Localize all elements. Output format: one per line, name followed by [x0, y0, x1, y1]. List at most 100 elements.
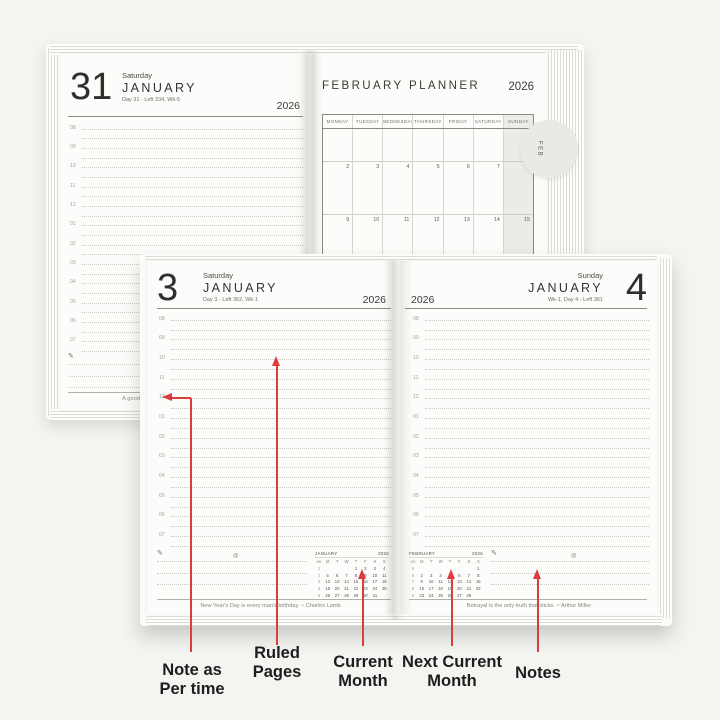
week-number: 4: [317, 586, 321, 592]
calendar-day: 27: [334, 592, 340, 598]
planner-day-cell: 10: [353, 215, 384, 267]
day-of-week-label: T: [335, 559, 339, 564]
ruled-line: [425, 517, 649, 528]
day-of-week-label: S: [373, 559, 377, 564]
calendar-day: 28: [344, 592, 349, 598]
week-column-label: wk: [316, 559, 322, 564]
hour-label: 10: [70, 163, 76, 170]
calendar-day: [436, 566, 445, 571]
notes-line: [491, 584, 649, 585]
planner-day-header: TUESDAY: [353, 115, 384, 128]
calendar-day: 24: [428, 592, 434, 598]
mini-calendar-month: JANUARY: [315, 551, 338, 556]
hour-label: 09: [159, 335, 165, 342]
weekday-label: Sunday: [577, 271, 603, 280]
calendar-day: 23: [419, 592, 425, 598]
ruled-line: [82, 130, 303, 140]
planner-day-cell: 7: [474, 162, 504, 214]
calendar-day: 20: [457, 586, 462, 592]
page-footer: FEBRUARY 2026 wk M T W T F S S 5 1 6 2 3 4 5 6 7 8 7 9 10 11 12 1…: [409, 550, 649, 598]
calendar-day: 13: [457, 579, 462, 585]
ruled-line: 07: [159, 527, 391, 538]
callout-line: Notes: [515, 664, 561, 682]
planner-day-cell: 11: [383, 215, 414, 267]
calendar-day: 15: [353, 579, 359, 585]
planner-date: 5: [436, 164, 440, 170]
ruled-lines: 08 09 10 11 12 01 02 03 04 05 06 07: [159, 311, 391, 547]
hour-label: 07: [413, 532, 419, 539]
week-number: 5: [317, 592, 321, 598]
ruled-line: 08: [413, 311, 649, 322]
calendar-day: 15: [475, 579, 481, 585]
header-rule: [157, 308, 391, 309]
calendar-day: 16: [363, 579, 368, 585]
planner-day-cell: [323, 129, 354, 161]
mini-calendar-header: JANUARY 2026: [315, 551, 389, 558]
calendar-day: 11: [438, 579, 443, 585]
hour-label: 01: [413, 414, 419, 421]
ruled-line: [425, 458, 649, 469]
week-number: 2: [317, 572, 321, 578]
month-tab: FEB: [520, 120, 578, 178]
front-spread: 3 Saturday JANUARY Day 3 - Left 362, Wk-…: [140, 254, 672, 626]
ruled-line: [425, 340, 649, 351]
annotation-line-ruled-pages: [276, 365, 278, 645]
calendar-day: 27: [457, 592, 462, 598]
day-of-week-label: T: [429, 559, 433, 564]
calendar-day: 7: [345, 572, 348, 578]
calendar-day: 12: [447, 579, 453, 585]
hour-label: 08: [70, 124, 76, 131]
ruled-line: 01: [159, 409, 391, 420]
planner-day-cell: 2: [323, 162, 354, 214]
calendar-day: 1: [354, 565, 358, 571]
mini-calendar-grid: wk M T W T F S S 5 1 6 2 3 4 5 6 7 8 7 9 10 11 12 13 14 15 8 16 17 18…: [409, 559, 483, 598]
calendar-day: 30: [363, 592, 368, 598]
hour-label: 06: [70, 318, 76, 325]
annotation-arrow-up-icon: [447, 569, 455, 579]
planner-day-cell: 3: [353, 162, 384, 214]
hour-label: 12: [413, 394, 419, 401]
hour-label: 04: [70, 279, 76, 286]
mini-calendar-february: FEBRUARY 2026 wk M T W T F S S 5 1 6 2 3 4 5 6 7 8 7 9 10 11 12 1…: [409, 551, 483, 598]
day-of-week-label: S: [467, 559, 471, 564]
calendar-day: 31: [372, 592, 378, 598]
callout-line: Month: [427, 671, 477, 690]
day-number: 4: [625, 267, 647, 309]
notes-line: [157, 573, 307, 574]
week-number: 6: [411, 572, 415, 578]
ruled-line: [171, 419, 391, 429]
calendar-day: 17: [428, 586, 434, 592]
month-label: JANUARY: [122, 81, 197, 95]
footer-rule: [409, 599, 647, 600]
page-footer: ✎ @ JANUARY 2026 wk M T W T F S S 1 1 2 3 4 2 5 6 7 8 9 10 11 3…: [157, 550, 391, 598]
ruled-line: [425, 380, 649, 390]
callout-current-month: Current Month: [283, 653, 443, 690]
diary-page-jan-3: 3 Saturday JANUARY Day 3 - Left 362, Wk-…: [147, 261, 394, 614]
ruled-line: 10: [70, 159, 303, 169]
notes-line: [491, 573, 649, 574]
calendar-day: [323, 566, 332, 571]
planner-date: 14: [493, 217, 500, 223]
ruled-line: [82, 207, 303, 217]
hour-label: 02: [413, 433, 419, 440]
ruled-line: [425, 321, 649, 331]
at-icon: @: [233, 553, 239, 559]
ruled-line: [171, 380, 391, 390]
ruled-line: 11: [70, 178, 303, 189]
calendar-day: 29: [353, 592, 359, 598]
planner-day-header: SATURDAY: [474, 115, 504, 128]
planner-day-header: WEDNESDAY: [383, 115, 414, 128]
planner-date: 6: [466, 164, 470, 170]
calendar-day: 28: [466, 592, 472, 598]
ruled-line: 04: [159, 468, 391, 479]
ruled-line: [171, 321, 391, 331]
page-header: Saturday JANUARY Day 31 - Left 334, Wk-5: [122, 71, 197, 103]
month-label: JANUARY: [203, 281, 278, 295]
week-number: 5: [411, 565, 415, 571]
hour-label: 08: [159, 315, 165, 322]
planner-date: 13: [463, 217, 470, 223]
week-number: 8: [411, 586, 415, 592]
ruled-line: 12: [70, 197, 303, 208]
calendar-day: 2: [364, 565, 367, 571]
planner-day-cell: [413, 129, 444, 161]
